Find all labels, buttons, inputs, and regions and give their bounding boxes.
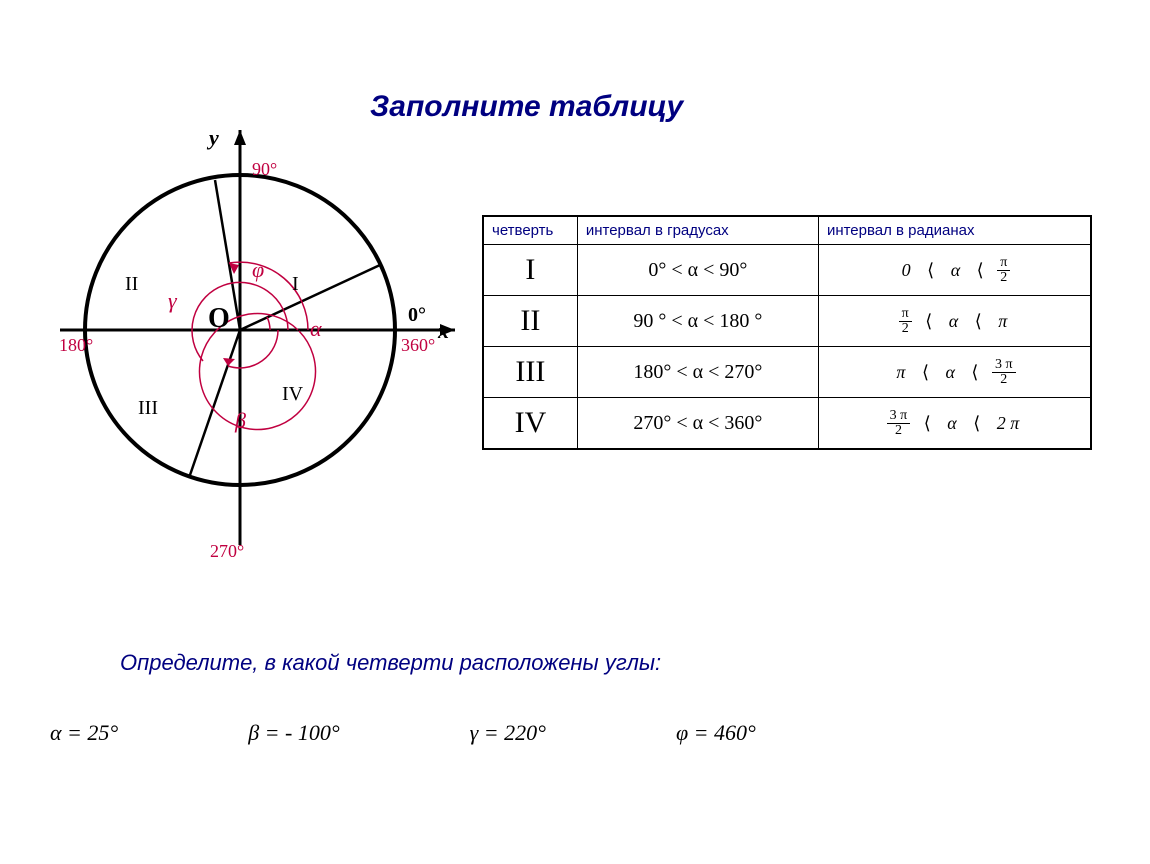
q1-cell: I — [483, 245, 577, 296]
table-row: I 0° < α < 90° 0 ⟨ α ⟨ π2 — [483, 245, 1091, 296]
y-axis-arrow — [234, 130, 246, 145]
page-title: Заполните таблицу — [370, 90, 683, 124]
q1-rad: 0 ⟨ α ⟨ π2 — [818, 245, 1091, 296]
q2-cell: II — [483, 296, 577, 347]
frac-num: 3 π — [887, 409, 911, 424]
lt-symbol: ⟨ — [975, 311, 982, 331]
lt-symbol: ⟨ — [925, 311, 932, 331]
alpha-sym: α — [947, 413, 956, 433]
q4-cell: IV — [483, 398, 577, 450]
header-quadrant: четверть — [483, 216, 577, 245]
q2-deg: 90 ° < α < 180 ° — [577, 296, 818, 347]
intervals-table: четверть интервал в градусах интервал в … — [482, 215, 1092, 450]
frac-num: π — [899, 307, 912, 322]
deg360-label: 360° — [401, 335, 435, 356]
q1-deg: 0° < α < 90° — [577, 245, 818, 296]
q3-rad: π ⟨ α ⟨ 3 π2 — [818, 347, 1091, 398]
alpha-sym: α — [949, 311, 958, 331]
table-row: IV 270° < α < 360° 3 π2 ⟨ α ⟨ 2 π — [483, 398, 1091, 450]
rad-right: 2 π — [997, 413, 1020, 433]
q4-deg: 270° < α < 360° — [577, 398, 818, 450]
table-header-row: четверть интервал в градусах интервал в … — [483, 216, 1091, 245]
deg0-label: 0° — [408, 304, 426, 327]
origin-label: О — [208, 303, 230, 335]
frac: π2 — [899, 307, 912, 336]
q2-rad: π2 ⟨ α ⟨ π — [818, 296, 1091, 347]
frac-den: 2 — [899, 322, 912, 336]
q3-deg: 180° < α < 270° — [577, 347, 818, 398]
deg270-label: 270° — [210, 541, 244, 562]
lt-symbol: ⟨ — [924, 413, 931, 433]
header-degrees: интервал в градусах — [577, 216, 818, 245]
angle-beta: β = - 100° — [248, 720, 339, 746]
quadrant-4-label: IV — [282, 383, 303, 406]
rad-left: 0 — [902, 260, 911, 280]
lt-symbol: ⟨ — [922, 362, 929, 382]
deg90-label: 90° — [252, 159, 277, 180]
angle-gamma: γ = 220° — [470, 720, 546, 746]
question-text: Определите, в какой четверти расположены… — [120, 650, 661, 676]
header-radians: интервал в радианах — [818, 216, 1091, 245]
frac-num: 3 π — [992, 358, 1016, 373]
quadrant-3-label: III — [138, 397, 158, 420]
frac: π2 — [997, 256, 1010, 285]
intervals-table-container: четверть интервал в градусах интервал в … — [482, 215, 1092, 450]
rad-left: π — [896, 362, 905, 382]
y-axis-label: y — [209, 125, 219, 151]
phi-label: φ — [252, 257, 264, 283]
q4-rad: 3 π2 ⟨ α ⟨ 2 π — [818, 398, 1091, 450]
frac-den: 2 — [992, 373, 1016, 387]
angles-list: α = 25° β = - 100° γ = 220° φ = 460° — [50, 720, 756, 746]
deg180-label: 180° — [59, 335, 93, 356]
frac: 3 π2 — [887, 409, 911, 438]
lt-symbol: ⟨ — [971, 362, 978, 382]
angle-alpha: α = 25° — [50, 720, 118, 746]
quadrant-1-label: I — [292, 273, 299, 296]
lt-symbol: ⟨ — [927, 260, 934, 280]
lt-symbol: ⟨ — [973, 413, 980, 433]
frac-den: 2 — [997, 271, 1010, 285]
lt-symbol: ⟨ — [977, 260, 984, 280]
diagram-svg — [60, 125, 460, 575]
q3-cell: III — [483, 347, 577, 398]
alpha-sym: α — [951, 260, 960, 280]
frac: 3 π2 — [992, 358, 1016, 387]
beta-label: β — [235, 408, 246, 434]
arc-beta-arrow — [223, 358, 235, 366]
frac-den: 2 — [887, 424, 911, 438]
alpha-label: α — [310, 316, 322, 342]
frac-num: π — [997, 256, 1010, 271]
rad-right: π — [998, 311, 1007, 331]
table-row: II 90 ° < α < 180 ° π2 ⟨ α ⟨ π — [483, 296, 1091, 347]
quadrant-2-label: II — [125, 273, 138, 296]
gamma-label: γ — [168, 288, 177, 314]
arc-alpha — [267, 317, 270, 330]
unit-circle-diagram: y x О 90° 0° 360° 180° 270° I II III IV … — [60, 125, 460, 575]
x-axis-label: x — [438, 318, 449, 344]
table-row: III 180° < α < 270° π ⟨ α ⟨ 3 π2 — [483, 347, 1091, 398]
arc-beta — [228, 330, 278, 368]
angle-phi: φ = 460° — [676, 720, 756, 746]
alpha-sym: α — [945, 362, 954, 382]
